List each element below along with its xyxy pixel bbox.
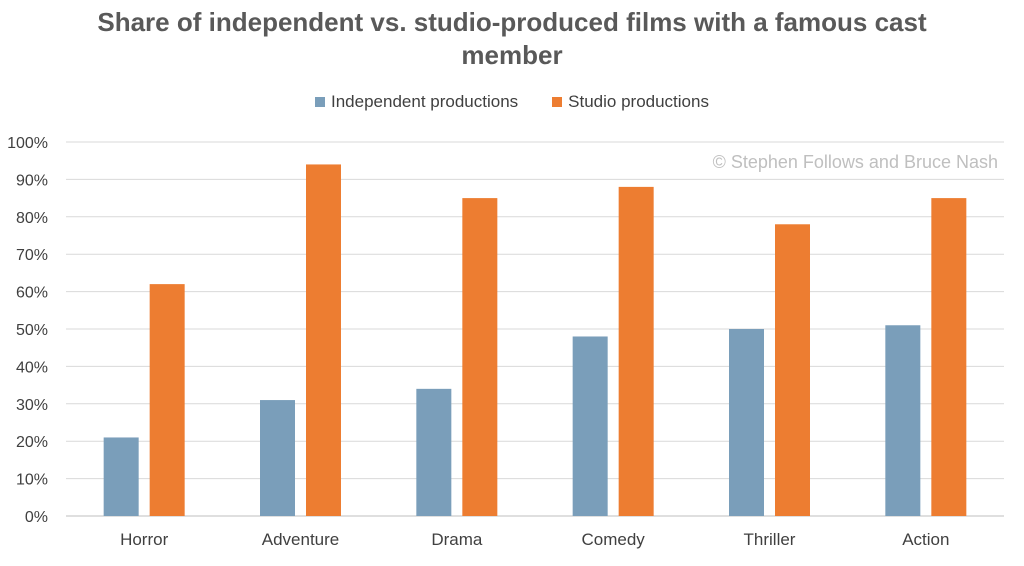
chart-legend: Independent productions Studio productio… — [0, 92, 1024, 112]
y-tick-label: 50% — [16, 322, 48, 339]
bar-independent-comedy — [572, 336, 608, 516]
x-category-label: Action — [902, 530, 949, 549]
bar-studio-horror — [149, 284, 185, 516]
bar-independent-action — [885, 325, 921, 516]
bar-studio-drama — [462, 198, 498, 516]
watermark-text: © Stephen Follows and Bruce Nash — [713, 152, 998, 172]
legend-label-independent: Independent productions — [331, 92, 519, 111]
grid-lines — [66, 141, 1004, 517]
chart-title: Share of independent vs. studio-produced… — [97, 7, 927, 70]
y-tick-label: 0% — [25, 509, 48, 526]
y-tick-label: 30% — [16, 397, 48, 414]
y-axis-ticks: 0% 10% 20% 30% 40% 50% 60% 70% 80% 90% 100% — [7, 135, 48, 526]
bar-independent-drama — [416, 388, 452, 516]
y-tick-label: 40% — [16, 359, 48, 376]
bar-studio-comedy — [618, 186, 654, 516]
y-tick-label: 70% — [16, 247, 48, 264]
x-axis-categories: Horror Adventure Drama Comedy Thriller Action — [120, 530, 949, 549]
legend-swatch-studio — [552, 97, 563, 107]
bar-independent-adventure — [260, 400, 295, 516]
bar-independent-horror — [103, 437, 139, 516]
y-tick-label: 100% — [7, 135, 48, 152]
x-category-label: Drama — [431, 530, 483, 549]
bars — [103, 164, 967, 516]
legend-label-studio: Studio productions — [568, 92, 709, 111]
y-tick-label: 60% — [16, 285, 48, 302]
y-tick-label: 90% — [16, 172, 48, 189]
x-category-label: Thriller — [744, 530, 796, 549]
bar-independent-thriller — [729, 329, 764, 516]
legend-swatch-independent — [315, 97, 325, 107]
legend-item-independent: Independent productions — [315, 92, 518, 112]
y-tick-label: 10% — [16, 472, 48, 489]
x-category-label: Adventure — [262, 530, 340, 549]
y-tick-label: 20% — [16, 434, 48, 451]
bar-studio-action — [931, 198, 967, 516]
bar-studio-adventure — [306, 164, 341, 516]
x-category-label: Comedy — [582, 530, 646, 549]
bar-studio-thriller — [775, 224, 810, 516]
legend-item-studio: Studio productions — [552, 92, 709, 112]
y-tick-label: 80% — [16, 210, 48, 227]
x-category-label: Horror — [120, 530, 169, 549]
